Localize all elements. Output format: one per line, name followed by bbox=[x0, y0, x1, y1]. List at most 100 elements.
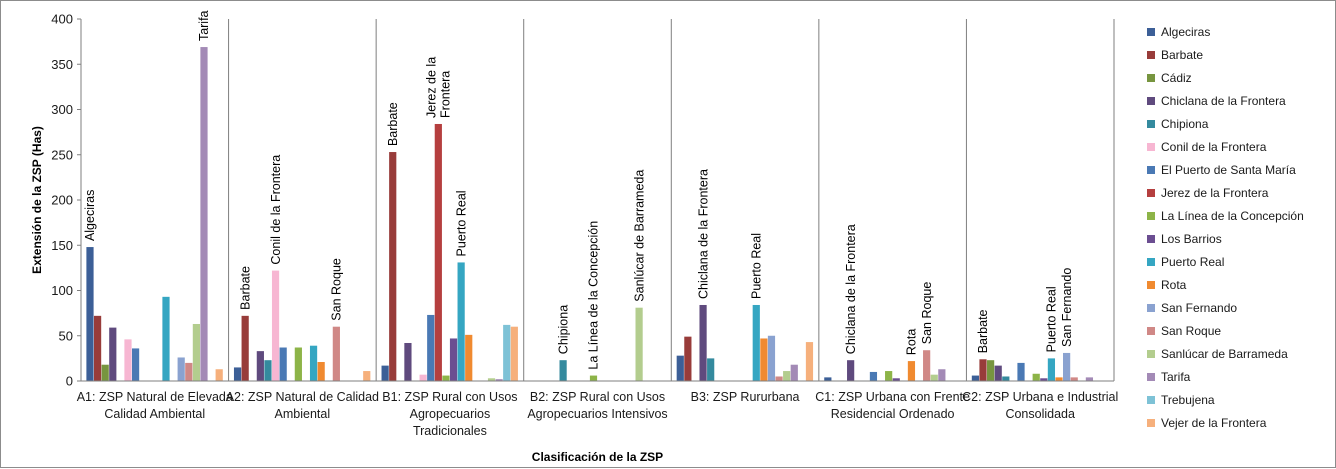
bar bbox=[930, 374, 938, 381]
bar bbox=[256, 351, 264, 381]
legend-swatch bbox=[1147, 418, 1155, 427]
legend-swatch bbox=[1147, 188, 1155, 197]
legend-label: Vejer de la Frontera bbox=[1161, 415, 1267, 430]
bar bbox=[389, 152, 397, 381]
bar bbox=[215, 369, 223, 381]
bar-annotation: Conil de la Frontera bbox=[269, 155, 283, 265]
legend-label: Jerez de la Frontera bbox=[1161, 185, 1269, 200]
bar bbox=[101, 364, 109, 381]
legend-label: El Puerto de Santa María bbox=[1161, 162, 1296, 177]
legend-label: Chiclana de la Frontera bbox=[1161, 93, 1286, 108]
bar-annotation: Barbate bbox=[976, 309, 990, 353]
legend-item: Conil de la Frontera bbox=[1147, 135, 1333, 158]
legend-label: San Roque bbox=[1161, 323, 1222, 338]
y-tick-label: 50 bbox=[59, 328, 73, 343]
bar bbox=[847, 360, 855, 381]
legend-item: Cádiz bbox=[1147, 66, 1333, 89]
bar bbox=[317, 362, 325, 381]
bar bbox=[938, 369, 946, 381]
bar bbox=[177, 357, 185, 381]
bar-annotation-line: Chipiona bbox=[556, 305, 570, 354]
bar bbox=[109, 327, 117, 381]
bar bbox=[381, 365, 389, 381]
bar-annotation: Puerto Real bbox=[454, 190, 468, 256]
legend-item: Trebujena bbox=[1147, 388, 1333, 411]
legend-swatch bbox=[1147, 395, 1155, 404]
legend-swatch bbox=[1147, 303, 1155, 312]
bar bbox=[93, 315, 102, 381]
legend-item: Vejer de la Frontera bbox=[1147, 411, 1333, 434]
bar bbox=[1085, 377, 1094, 381]
bar bbox=[185, 362, 193, 381]
bar-annotation-line: Barbate bbox=[386, 102, 400, 146]
legend-swatch bbox=[1147, 234, 1155, 243]
bar-annotation-line: Tarifa bbox=[197, 10, 211, 41]
bar-annotation: San Fernando bbox=[1060, 268, 1074, 347]
legend-item: Sanlúcar de Barrameda bbox=[1147, 342, 1333, 365]
category-label: B1: ZSP Rural con Usos Agropecuarios Tradi… bbox=[382, 390, 517, 438]
bar bbox=[495, 379, 503, 381]
legend-item: Rota bbox=[1147, 273, 1333, 296]
legend-item: Chipiona bbox=[1147, 112, 1333, 135]
bar bbox=[1017, 362, 1025, 381]
legend-swatch bbox=[1147, 96, 1155, 105]
bar-annotation: San Roque bbox=[330, 258, 344, 321]
category-label: C2: ZSP Urbana e Industrial Consolidada bbox=[962, 390, 1118, 421]
category-label-line: B3: ZSP Rururbana bbox=[691, 390, 800, 404]
category-label-line: Residencial Ordenado bbox=[831, 407, 955, 421]
bar bbox=[1070, 377, 1078, 381]
bar bbox=[760, 338, 768, 381]
legend-label: Rota bbox=[1161, 277, 1187, 292]
y-tick-label: 300 bbox=[51, 102, 73, 117]
bar bbox=[264, 360, 272, 381]
bar bbox=[427, 314, 435, 381]
bar-annotation-line: San Roque bbox=[330, 258, 344, 321]
bar bbox=[824, 377, 832, 381]
bar bbox=[699, 304, 707, 381]
bar bbox=[241, 315, 249, 381]
bar bbox=[279, 347, 287, 381]
category-label-line: C2: ZSP Urbana e Industrial bbox=[962, 390, 1118, 404]
bar-annotation-line: San Roque bbox=[920, 282, 934, 345]
legend-swatch bbox=[1147, 27, 1155, 36]
y-tick-label: 400 bbox=[51, 12, 73, 27]
bar-annotation: San Roque bbox=[920, 282, 934, 345]
category-label: A2: ZSP Natural de Calidad Ambiental bbox=[226, 390, 379, 421]
bar bbox=[162, 296, 170, 381]
legend-swatch bbox=[1147, 165, 1155, 174]
legend-item: La Línea de la Concepción bbox=[1147, 204, 1333, 227]
bar bbox=[434, 123, 442, 381]
bar bbox=[449, 338, 458, 381]
category-label-line: A2: ZSP Natural de Calidad bbox=[226, 390, 379, 404]
category-label-line: Agropecuarios bbox=[410, 407, 491, 421]
bar bbox=[805, 342, 814, 381]
bar-annotation-line: Barbate bbox=[238, 266, 252, 310]
bar-annotation-line: Algeciras bbox=[83, 190, 97, 241]
bar-annotation-line: San Fernando bbox=[1060, 268, 1074, 347]
bar bbox=[987, 360, 995, 381]
legend-label: Conil de la Frontera bbox=[1161, 139, 1267, 154]
legend-swatch bbox=[1147, 372, 1155, 381]
bar-annotation-line: Puerto Real bbox=[1045, 286, 1059, 352]
bar-annotation: Chipiona bbox=[556, 305, 570, 354]
bar bbox=[1040, 378, 1048, 381]
bar bbox=[332, 326, 340, 381]
bar-annotation-line: Barbate bbox=[976, 309, 990, 353]
bar bbox=[419, 374, 427, 381]
bar bbox=[404, 342, 412, 381]
legend-swatch bbox=[1147, 142, 1155, 151]
bar bbox=[892, 378, 900, 381]
bar bbox=[885, 371, 893, 381]
legend-swatch bbox=[1147, 280, 1155, 289]
bar bbox=[783, 371, 791, 381]
legend-item: Algeciras bbox=[1147, 20, 1333, 43]
bar-annotation-line: Sanlúcar de Barrameda bbox=[632, 170, 646, 302]
legend-label: Cádiz bbox=[1161, 70, 1192, 85]
bar-annotation-line: Rota bbox=[905, 329, 919, 355]
bar bbox=[309, 345, 318, 381]
legend: Algeciras Barbate Cádiz Chiclana de la Fron… bbox=[1147, 20, 1333, 434]
legend-label: Los Barrios bbox=[1161, 231, 1222, 246]
category-label-line: Tradicionales bbox=[413, 424, 487, 438]
legend-label: Sanlúcar de Barrameda bbox=[1161, 346, 1288, 361]
